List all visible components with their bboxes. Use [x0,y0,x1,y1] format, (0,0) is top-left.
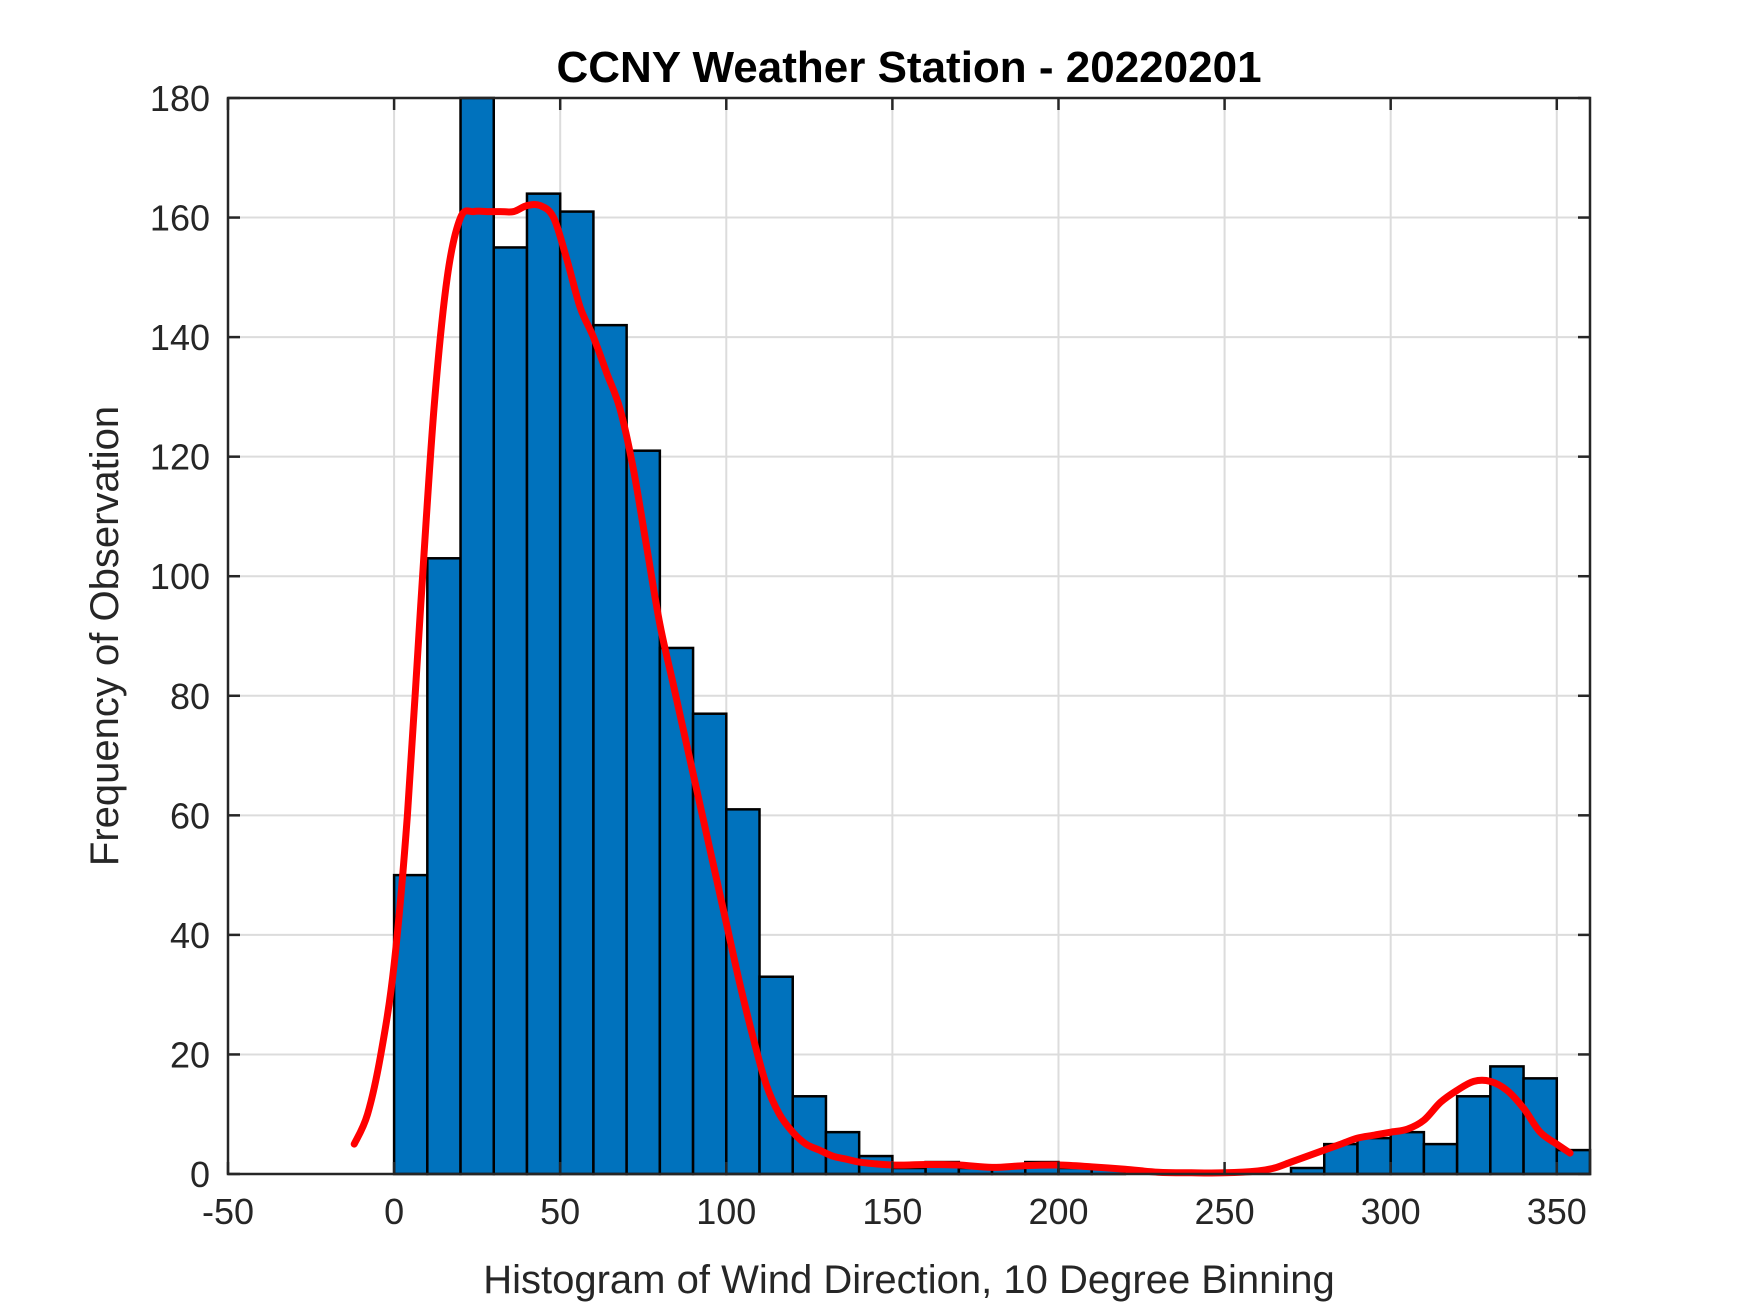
histogram-bar [459,96,496,1176]
x-tick-label: -50 [202,1191,254,1232]
x-tick-label: 150 [862,1191,922,1232]
histogram-bar [1389,1130,1426,1176]
chart-title: CCNY Weather Station - 20220201 [556,43,1261,92]
y-axis-label: Frequency of Observation [83,406,127,866]
y-tick-label: 160 [150,198,210,239]
y-tick-label: 80 [170,676,210,717]
y-tick-label: 0 [190,1154,210,1195]
density-fit-line [350,200,1574,1177]
histogram-bar [558,210,595,1176]
y-tick-label: 60 [170,795,210,836]
grid-lines [228,98,1590,1174]
histogram-bar [1522,1077,1559,1176]
histogram-bars [392,96,1592,1176]
histogram-bar [1422,1142,1459,1176]
histogram-bar [658,646,695,1176]
histogram-bar [592,323,628,1176]
x-axis-label: Histogram of Wind Direction, 10 Degree B… [483,1258,1335,1302]
x-tick-label: 350 [1527,1191,1587,1232]
histogram-bar [625,449,662,1176]
y-tick-label: 120 [150,437,210,478]
x-tick-label: 50 [540,1191,580,1232]
histogram-bar [1356,1136,1392,1176]
x-tick-label: 100 [696,1191,756,1232]
x-tick-label: 0 [384,1191,404,1232]
y-tick-label: 140 [150,317,210,358]
histogram-bar [492,246,529,1176]
axes-frame [226,96,1592,1176]
y-tick-label: 40 [170,915,210,956]
y-tick-label: 20 [170,1034,210,1075]
histogram-bar [426,557,462,1176]
histogram-bar [1455,1095,1492,1176]
x-tick-label: 200 [1028,1191,1088,1232]
axis-ticks: -50 0 50 100 150 200 250 300 3500204060801001201… [150,78,1590,1232]
y-tick-label: 180 [150,78,210,119]
x-tick-label: 300 [1361,1191,1421,1232]
y-tick-label: 100 [150,556,210,597]
histogram-bar [525,192,562,1176]
x-tick-label: 250 [1195,1191,1255,1232]
